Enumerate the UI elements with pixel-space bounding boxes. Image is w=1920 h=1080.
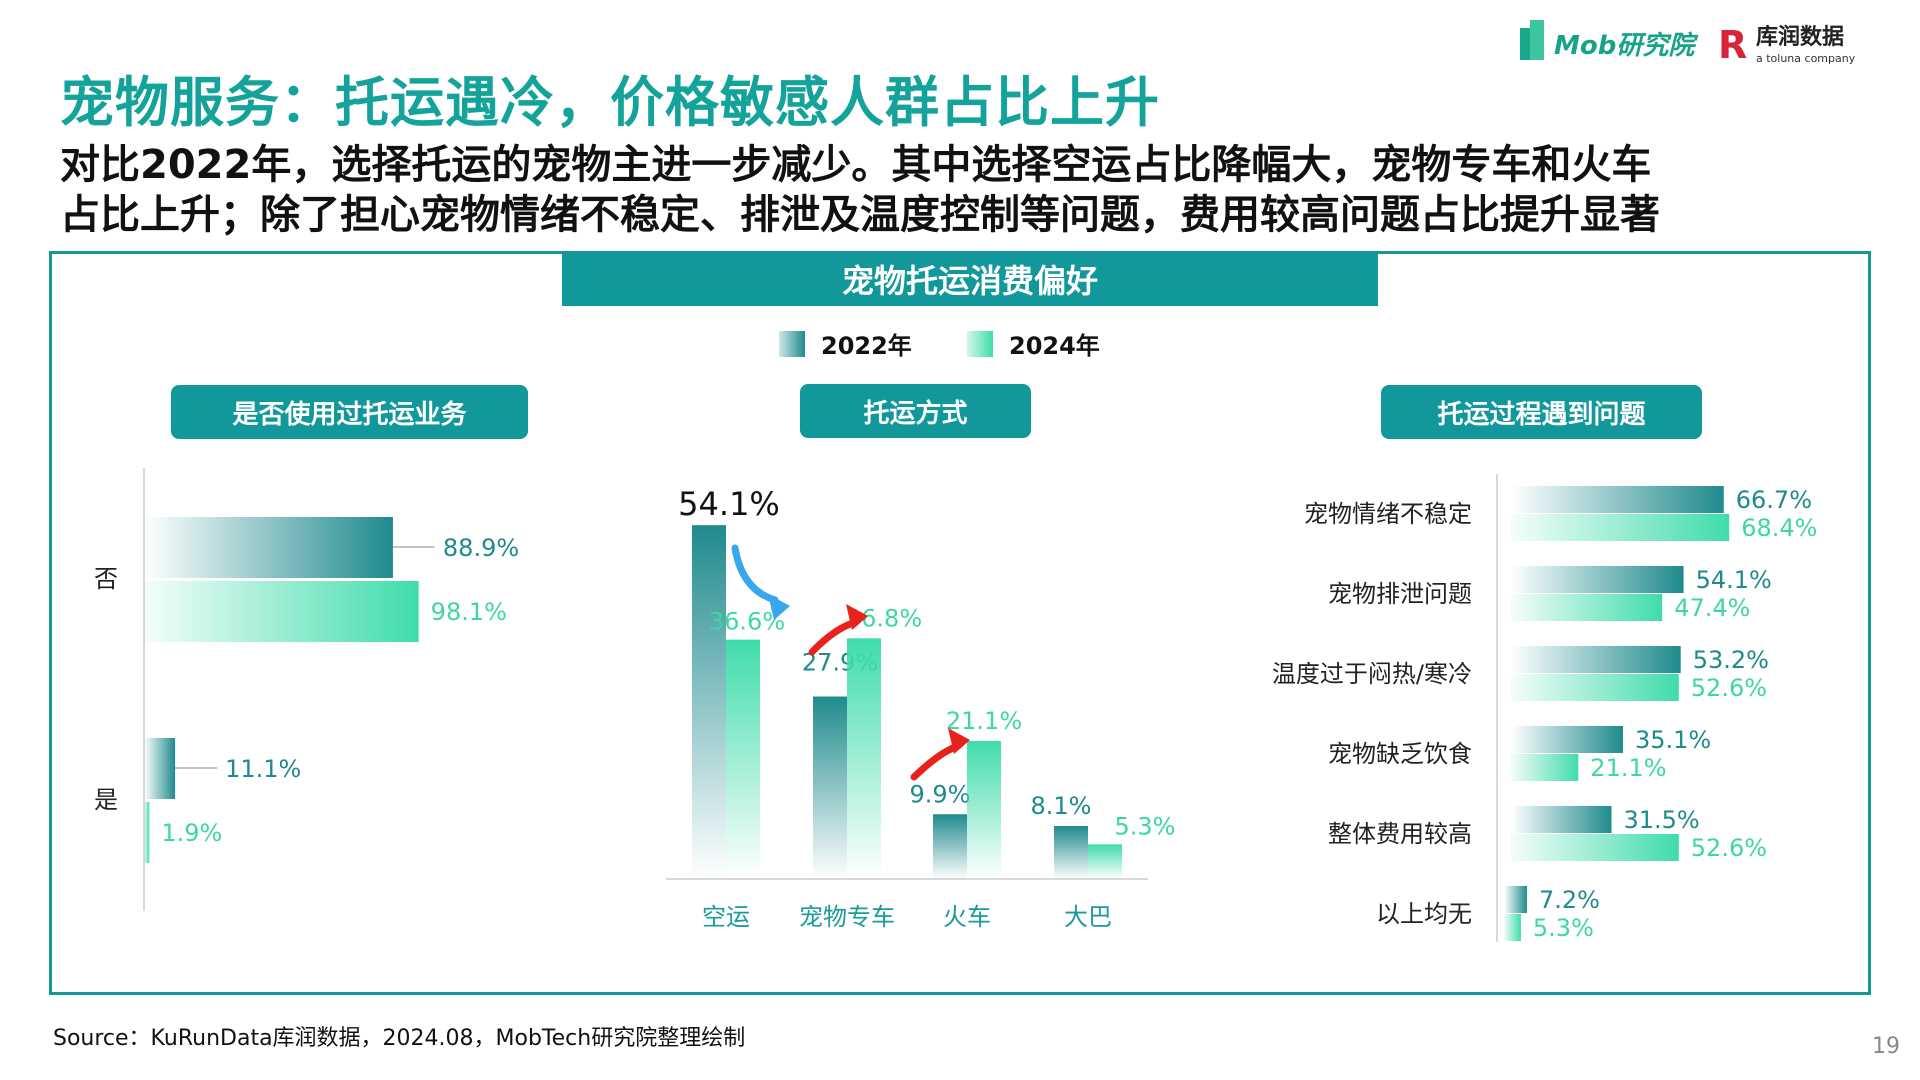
bar-2022 [692, 525, 726, 879]
bar-2022 [813, 696, 847, 879]
data-label: 8.1% [1031, 792, 1092, 820]
trend-arrow-up [910, 742, 962, 781]
category-label: 整体费用较高 [1328, 820, 1472, 848]
bar-2022 [1511, 646, 1681, 673]
bar-2024 [1511, 514, 1730, 541]
bar-2024 [1504, 914, 1521, 941]
bar-2024 [1511, 594, 1663, 621]
chart-title-method: 托运方式 [800, 384, 1031, 438]
category-label: 以上均无 [1376, 900, 1472, 928]
category-label: 宠物情绪不稳定 [1304, 500, 1472, 528]
data-label: 47.4% [1674, 594, 1750, 622]
category-label: 宠物缺乏饮食 [1328, 740, 1472, 768]
bar-2022 [144, 738, 176, 799]
bar-2024 [144, 581, 419, 642]
svg-text:R: R [1718, 23, 1747, 67]
svg-text:a toluna company: a toluna company [1756, 52, 1856, 65]
category-label: 空运 [702, 903, 750, 931]
bar-2022 [1511, 486, 1724, 513]
data-label: 52.6% [1691, 674, 1767, 702]
bar-2024 [847, 638, 881, 879]
data-label: 31.5% [1623, 806, 1699, 834]
bar-2024 [144, 802, 150, 863]
bar-2022 [1511, 806, 1612, 833]
chart-title-problems: 托运过程遇到问题 [1381, 385, 1702, 439]
data-label: 88.9% [443, 534, 519, 562]
bar-2022 [1511, 566, 1684, 593]
bar-2024 [1511, 834, 1679, 861]
bar-2022 [144, 517, 393, 578]
category-label: 温度过于闷热/寒冷 [1272, 660, 1472, 688]
data-label: 35.1% [1635, 726, 1711, 754]
bar-2024 [967, 741, 1001, 879]
subtitle-line-2: 占比上升；除了担心宠物情绪不稳定、排泄及温度控制等问题，费用较高问题占比提升显著 [60, 192, 1660, 238]
chart-title-usage: 是否使用过托运业务 [171, 385, 528, 439]
bar-2024 [1511, 754, 1579, 781]
data-label: 53.2% [1693, 646, 1769, 674]
data-label: 68.4% [1741, 514, 1817, 542]
bar-2022 [1504, 886, 1527, 913]
category-label: 是 [94, 786, 118, 814]
source-note: Source：KuRunData库润数据，2024.08，MobTech研究院整… [53, 1026, 746, 1051]
page-title: 宠物服务：托运遇冷，价格敏感人群占比上升 [60, 71, 1160, 134]
data-label: 52.6% [1691, 834, 1767, 862]
data-label: 5.3% [1533, 914, 1594, 942]
bar-2024 [1088, 844, 1122, 879]
legend-swatch-2024 [967, 330, 993, 357]
bar-2022 [1054, 826, 1088, 879]
category-label: 大巴 [1064, 903, 1112, 931]
legend-swatch-2022 [779, 330, 805, 357]
page-number: 19 [1872, 1034, 1900, 1059]
bar-2024 [726, 639, 760, 879]
data-label: 66.7% [1736, 486, 1812, 514]
logo: Mob研究院 R 库润数据 a toluna company [1520, 20, 1856, 67]
legend-item-2024: 2024年 [967, 326, 1100, 361]
svg-text:库润数据: 库润数据 [1756, 24, 1844, 50]
category-label: 否 [94, 565, 118, 593]
data-label: 21.1% [1590, 754, 1666, 782]
svg-text:Mob研究院: Mob研究院 [1554, 31, 1698, 61]
panel-title: 宠物托运消费偏好 [562, 251, 1378, 306]
category-label: 宠物排泄问题 [1328, 580, 1472, 608]
arrow-head [846, 604, 868, 630]
bar-2024 [1511, 674, 1679, 701]
subtitle-line-1: 对比2022年，选择托运的宠物主进一步减少。其中选择空运占比降幅大，宠物专车和火… [60, 142, 1652, 188]
bar-2022 [1511, 726, 1623, 753]
data-label: 11.1% [225, 755, 301, 783]
data-label: 98.1% [431, 598, 507, 626]
data-label: 9.9% [910, 780, 971, 808]
data-label: 5.3% [1115, 812, 1176, 840]
legend-label: 2022年 [821, 332, 912, 360]
data-label: 7.2% [1539, 886, 1600, 914]
arrow-head [768, 594, 790, 620]
data-label: 54.1% [1696, 566, 1772, 594]
legend-label: 2024年 [1009, 332, 1100, 360]
bar-2022 [933, 814, 967, 879]
trend-arrow-down [731, 544, 779, 604]
arrow-head [948, 728, 970, 754]
data-label: 1.9% [161, 819, 222, 847]
category-label: 宠物专车 [799, 903, 895, 931]
legend-item-2022: 2022年 [779, 326, 912, 361]
data-label: 54.1% [678, 485, 780, 523]
category-label: 火车 [943, 903, 991, 931]
data-label: 21.1% [946, 707, 1022, 735]
